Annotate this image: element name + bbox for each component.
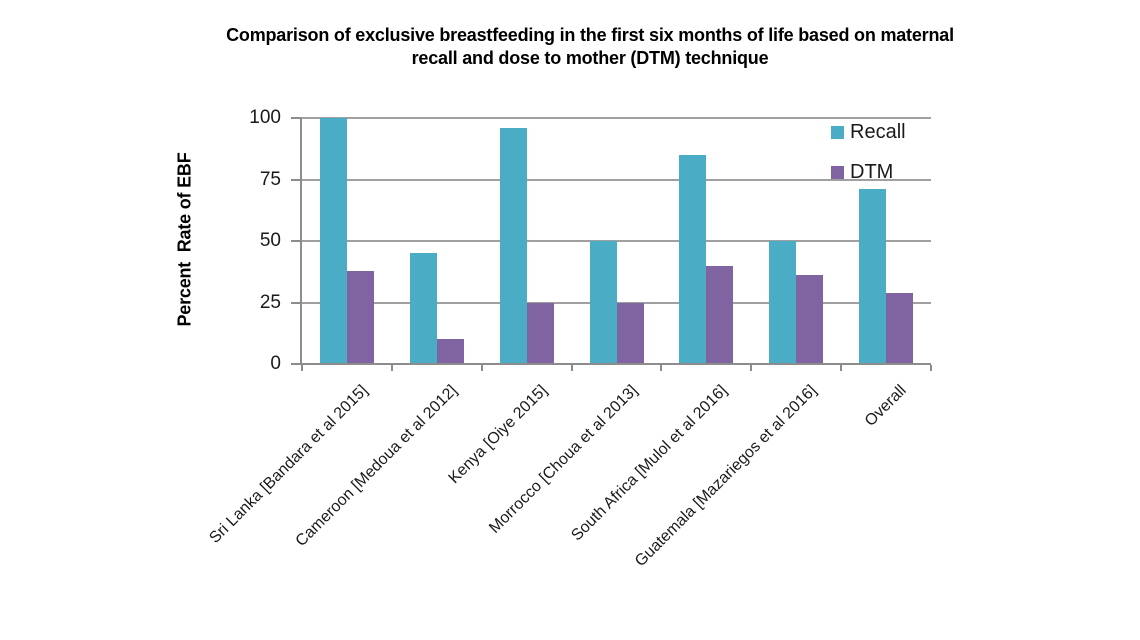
bar-dtm: [526, 302, 554, 364]
x-axis-tick: [570, 365, 573, 371]
y-axis-tick: [291, 363, 300, 365]
legend-label-dtm: DTM: [850, 161, 894, 183]
y-axis-tick: [291, 240, 300, 242]
x-axis-line: [300, 363, 931, 365]
bar-dtm: [886, 292, 914, 364]
x-axis-tick: [390, 365, 393, 371]
y-axis-title: Percent Rate of EBF: [174, 152, 195, 327]
x-category-label-text: Overall: [862, 382, 911, 430]
y-tick-label: 50: [259, 230, 281, 251]
gridline: [302, 117, 931, 119]
bar-recall: [409, 253, 437, 364]
bar-recall: [499, 127, 527, 364]
bar-dtm: [616, 302, 644, 364]
chart-title-line2: recall and dose to mother (DTM) techniqu…: [411, 48, 769, 68]
bar-dtm: [346, 270, 374, 364]
bar-recall: [859, 189, 887, 364]
y-axis-line: [300, 117, 302, 365]
x-category-label-text: South Africa [Mulol et al 2016]: [568, 382, 731, 545]
legend: Recall DTM: [831, 118, 941, 198]
y-tick-label: 75: [259, 168, 281, 190]
bar-dtm: [796, 275, 824, 364]
y-axis-tick: [291, 117, 300, 119]
y-tick-label: 0: [270, 353, 281, 374]
x-axis-tick: [660, 365, 663, 371]
y-tick-label: 25: [259, 291, 281, 313]
x-axis-tick: [480, 365, 483, 371]
x-category-label-text: Morrocco [Choua et al 2013]: [485, 382, 641, 537]
bar-dtm: [436, 339, 464, 364]
y-axis-tick: [291, 178, 300, 181]
legend-label-recall: Recall: [850, 121, 906, 143]
gridline: [302, 178, 931, 181]
x-category-label-text: Sri Lanka [Bandara et al 2015]: [206, 382, 371, 547]
bar-recall: [319, 118, 347, 364]
y-tick-label: 100: [249, 107, 281, 128]
x-category-label-text: Cameroon [Medoua et al 2012]: [292, 382, 461, 551]
chart-title-line1: Comparison of exclusive breastfeeding in…: [226, 25, 954, 45]
x-axis-tick: [840, 365, 843, 371]
bar-recall: [589, 241, 617, 364]
legend-swatch-recall: [831, 126, 844, 139]
plot-area: Recall DTM: [302, 117, 931, 364]
bar-recall: [769, 241, 797, 364]
x-category-label-text: Guatemala [Mazariegos et al 2016]: [632, 382, 821, 571]
x-axis-tick: [301, 365, 303, 371]
chart-title: Comparison of exclusive breastfeeding in…: [140, 24, 1040, 70]
x-axis-tick: [750, 365, 753, 371]
bar-dtm: [706, 265, 734, 364]
bar-recall: [679, 154, 707, 364]
x-axis-tick: [930, 365, 932, 371]
legend-swatch-dtm: [831, 166, 844, 179]
y-axis-tick: [291, 301, 300, 304]
x-category-label-text: Kenya [Oiye 2015]: [445, 382, 551, 488]
gridline: [302, 240, 931, 242]
